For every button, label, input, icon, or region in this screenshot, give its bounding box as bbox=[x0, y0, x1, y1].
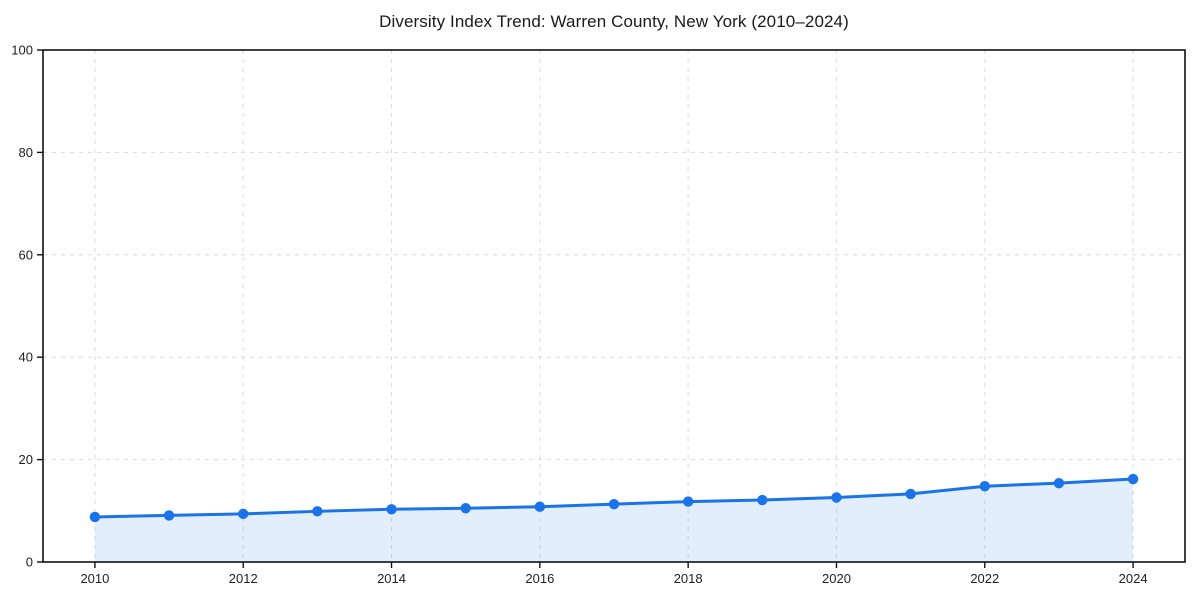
data-point bbox=[386, 504, 397, 515]
data-point bbox=[757, 494, 768, 506]
data-point bbox=[979, 481, 990, 492]
y-tick-label: 60 bbox=[19, 247, 33, 262]
data-point bbox=[89, 511, 101, 523]
data-point-markers bbox=[89, 473, 1139, 523]
x-tick-label: 2024 bbox=[1119, 571, 1148, 586]
data-point bbox=[1127, 473, 1139, 485]
data-point bbox=[460, 503, 471, 514]
data-point bbox=[238, 508, 249, 520]
x-axis: 2010 2012 2014 2016 2018 2020 2022 2024 bbox=[80, 562, 1148, 586]
y-tick-label: 0 bbox=[26, 555, 33, 570]
plot-border bbox=[42, 49, 1186, 563]
y-tick-label: 40 bbox=[19, 350, 33, 365]
chart-title: Diversity Index Trend: Warren County, Ne… bbox=[379, 12, 849, 31]
data-point bbox=[534, 501, 546, 512]
x-tick-label: 2010 bbox=[80, 571, 109, 586]
x-tick-label: 2012 bbox=[229, 571, 258, 586]
data-point bbox=[163, 510, 175, 521]
data-point bbox=[682, 496, 694, 507]
x-tick-label: 2014 bbox=[377, 571, 406, 586]
area-fill bbox=[94, 479, 1134, 562]
y-tick-label: 20 bbox=[19, 452, 33, 467]
y-tick-label: 80 bbox=[19, 145, 33, 160]
data-point bbox=[831, 492, 842, 503]
data-point bbox=[608, 498, 620, 510]
data-point bbox=[312, 506, 323, 517]
x-tick-label: 2020 bbox=[822, 571, 851, 586]
y-tick-label: 100 bbox=[11, 43, 33, 58]
y-axis: 0 20 40 60 80 100 bbox=[11, 43, 43, 570]
data-point bbox=[1053, 477, 1065, 489]
gridlines bbox=[43, 49, 1185, 563]
x-tick-label: 2016 bbox=[525, 571, 554, 586]
x-tick-label: 2022 bbox=[970, 571, 999, 586]
data-point bbox=[905, 488, 916, 500]
x-tick-label: 2018 bbox=[674, 571, 703, 586]
